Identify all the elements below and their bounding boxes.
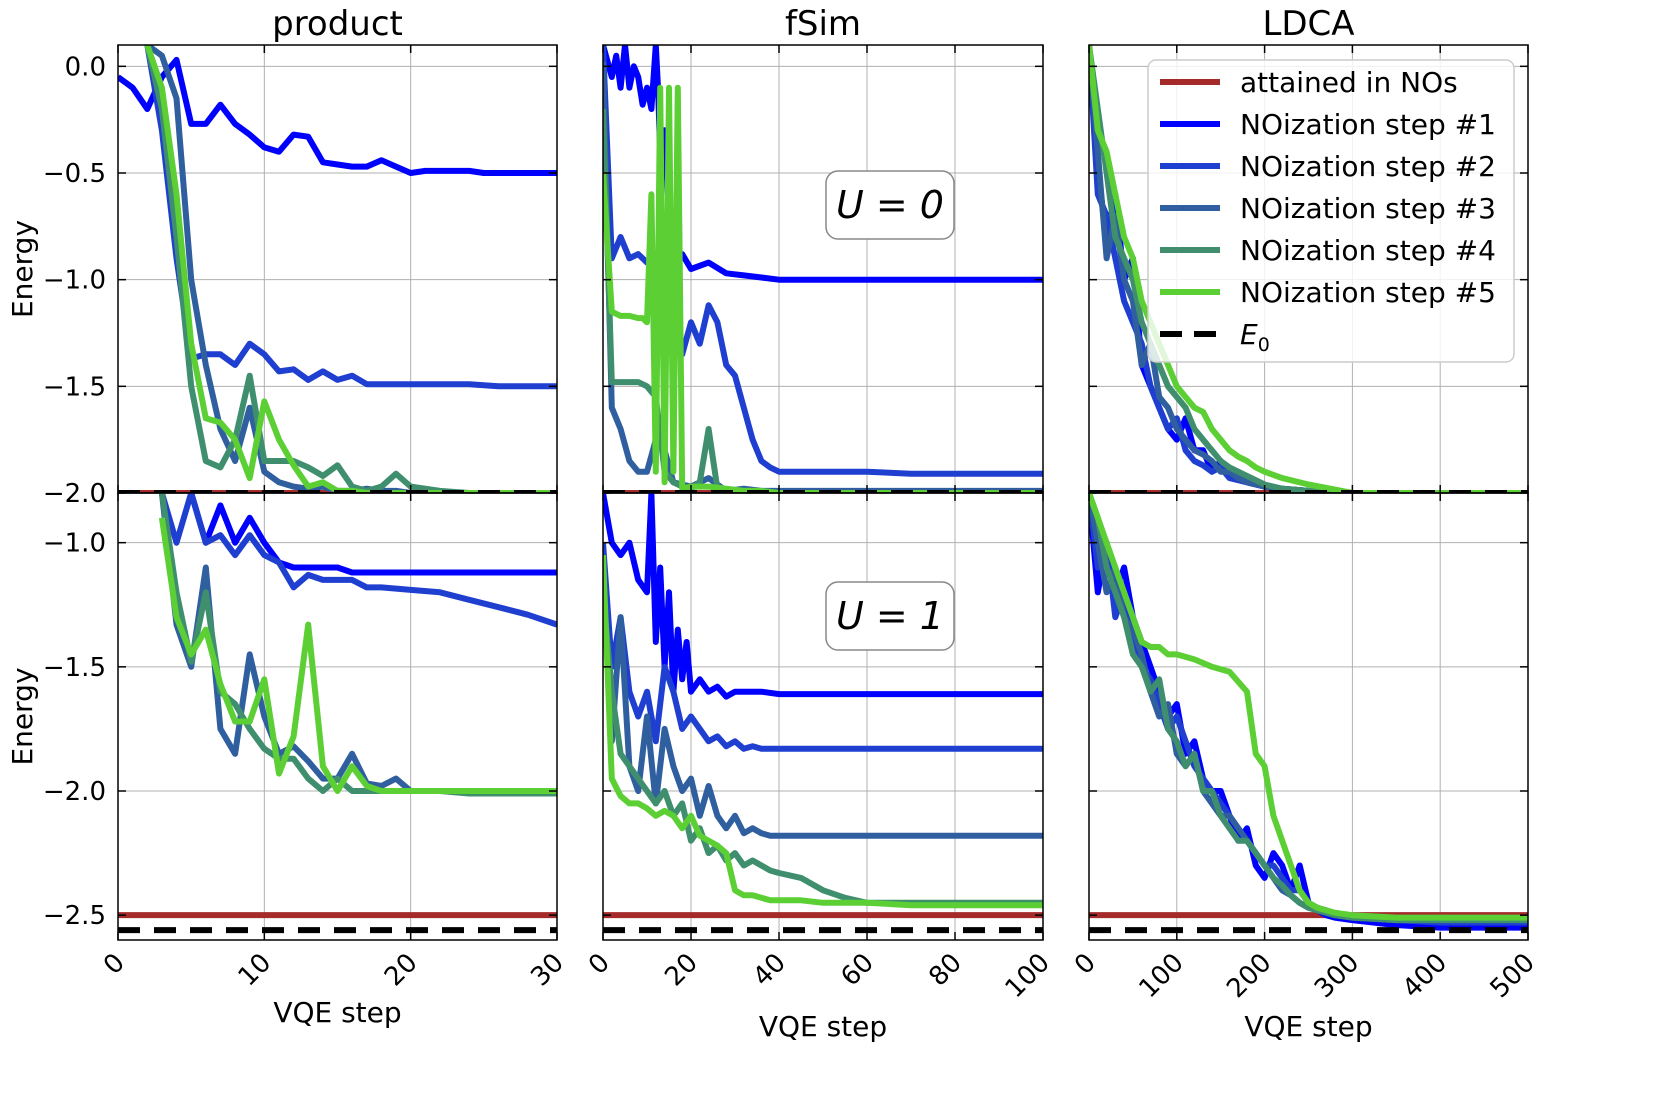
legend-item-attained-in-nos: attained in NOs — [1160, 66, 1458, 99]
u-badge-top: U = 0 — [825, 170, 955, 240]
y-axis-label: Energy — [6, 220, 39, 318]
series-line-noization-step-3 — [1089, 493, 1528, 924]
legend-frame — [1147, 59, 1515, 363]
x-tick-label: 300 — [1309, 948, 1365, 1004]
x-tick-label: 500 — [1485, 948, 1541, 1004]
series-line-noization-step-5 — [1089, 45, 1528, 493]
y-tick-label: −2.0 — [43, 777, 106, 807]
legend-item-e0: E0 — [1160, 318, 1270, 356]
panel-title: fSim — [785, 4, 861, 44]
axes-frame — [117, 492, 558, 941]
panel-fsim-row0: fSim — [602, 4, 1044, 494]
y-tick-label: −1.5 — [43, 372, 106, 402]
plot-area — [603, 493, 1043, 934]
series-line-noization-step-4 — [1089, 45, 1528, 493]
plot-area — [118, 493, 557, 934]
series-line-noization-step-2 — [603, 45, 1043, 477]
series-line-noization-step-5 — [1089, 493, 1528, 921]
x-tick-label: 20 — [659, 948, 704, 993]
series-line-noization-step-1 — [188, 493, 557, 576]
series-line-noization-step-5 — [144, 45, 557, 493]
x-tick-label: 200 — [1221, 948, 1277, 1004]
x-tick-label: 30 — [525, 948, 570, 993]
x-axis-label: VQE step — [1244, 1010, 1372, 1043]
panel-product-row1: −1.0 −1.5 −2.0 −2.5 0 10 20 30 Energy VQE step — [6, 492, 570, 1029]
series-line-noization-step-4 — [144, 45, 557, 493]
u-badge-bottom: U = 1 — [825, 581, 955, 651]
y-axis-label: Energy — [6, 667, 39, 765]
x-tick-label: 0 — [98, 948, 131, 981]
legend-label: NOization step #5 — [1240, 276, 1496, 309]
series-line-noization-step-2 — [603, 542, 1043, 752]
x-tick-label: 400 — [1397, 948, 1453, 1004]
y-tick-label: −1.5 — [43, 653, 106, 683]
series-line-noization-step-2 — [159, 493, 557, 628]
plot-area — [1089, 493, 1528, 934]
x-tick-label: 0 — [1069, 948, 1102, 981]
panel-title: LDCA — [1262, 4, 1354, 44]
panel-ldca-row1: 0 100 200 300 400 500 VQE step — [1069, 492, 1541, 1043]
legend-item-noization-step-2: NOization step #2 — [1160, 150, 1496, 183]
series-line-noization-step-4 — [603, 108, 1043, 493]
legend-label: attained in NOs — [1240, 66, 1458, 99]
y-tick-label: −2.0 — [43, 479, 106, 509]
u-badge-text: U = 1 — [836, 594, 944, 638]
x-axis-label: VQE step — [273, 996, 401, 1029]
series-line-noization-step-3 — [145, 45, 557, 493]
y-tick-label: 0.0 — [65, 52, 106, 82]
y-tick-label: −1.0 — [43, 529, 106, 559]
series-line-noization-step-1 — [118, 56, 557, 176]
panel-title: product — [272, 4, 403, 44]
x-tick-label: 0 — [583, 948, 616, 981]
plot-area — [603, 45, 1043, 493]
axes-frame — [1088, 492, 1529, 941]
series-line-noization-step-3 — [603, 567, 1043, 839]
x-tick-label: 20 — [379, 948, 424, 993]
x-axis-label: VQE step — [759, 1010, 887, 1043]
legend-label: E0 — [1240, 318, 1270, 356]
legend-label: NOization step #1 — [1240, 108, 1496, 141]
x-tick-label: 10 — [233, 948, 278, 993]
u-badge-text: U = 0 — [836, 183, 944, 227]
legend-item-noization-step-3: NOization step #3 — [1160, 192, 1496, 225]
y-tick-label: −2.5 — [43, 901, 106, 931]
x-tick-label: 80 — [923, 948, 968, 993]
panel-fsim-row1: 0 20 40 60 80 100 VQE step — [583, 492, 1056, 1043]
series-line-noization-step-5 — [603, 84, 1043, 493]
plot-area — [118, 45, 557, 493]
panel-product-row0: 0.0 −0.5 −1.0 −1.5 −2.0 product Energy — [6, 4, 558, 509]
legend-item-noization-step-4: NOization step #4 — [1160, 234, 1496, 267]
series-line-noization-step-2 — [144, 45, 557, 390]
series-line-noization-step-1 — [603, 493, 1043, 700]
axes-frame — [602, 492, 1044, 941]
legend-label: NOization step #4 — [1240, 234, 1496, 267]
legend-label: NOization step #2 — [1240, 150, 1496, 183]
x-tick-label: 60 — [835, 948, 880, 993]
legend-item-noization-step-5: NOization step #5 — [1160, 276, 1496, 309]
u-badge-box — [825, 170, 955, 240]
series-line-noization-step-5 — [158, 517, 557, 794]
y-tick-label: −1.0 — [43, 266, 106, 296]
legend: attained in NOs NOization step #1 NOizatio… — [1147, 59, 1515, 363]
legend-label: NOization step #3 — [1240, 192, 1496, 225]
x-tick-label: 40 — [747, 948, 792, 993]
x-tick-label: 100 — [1133, 948, 1189, 1004]
series-line-noization-step-5 — [603, 554, 1043, 909]
legend-item-noization-step-1: NOization step #1 — [1160, 108, 1496, 141]
y-tick-label: −0.5 — [43, 159, 106, 189]
plot-area — [1089, 45, 1528, 493]
x-tick-label: 100 — [1000, 948, 1056, 1004]
u-badge-box — [825, 581, 955, 651]
